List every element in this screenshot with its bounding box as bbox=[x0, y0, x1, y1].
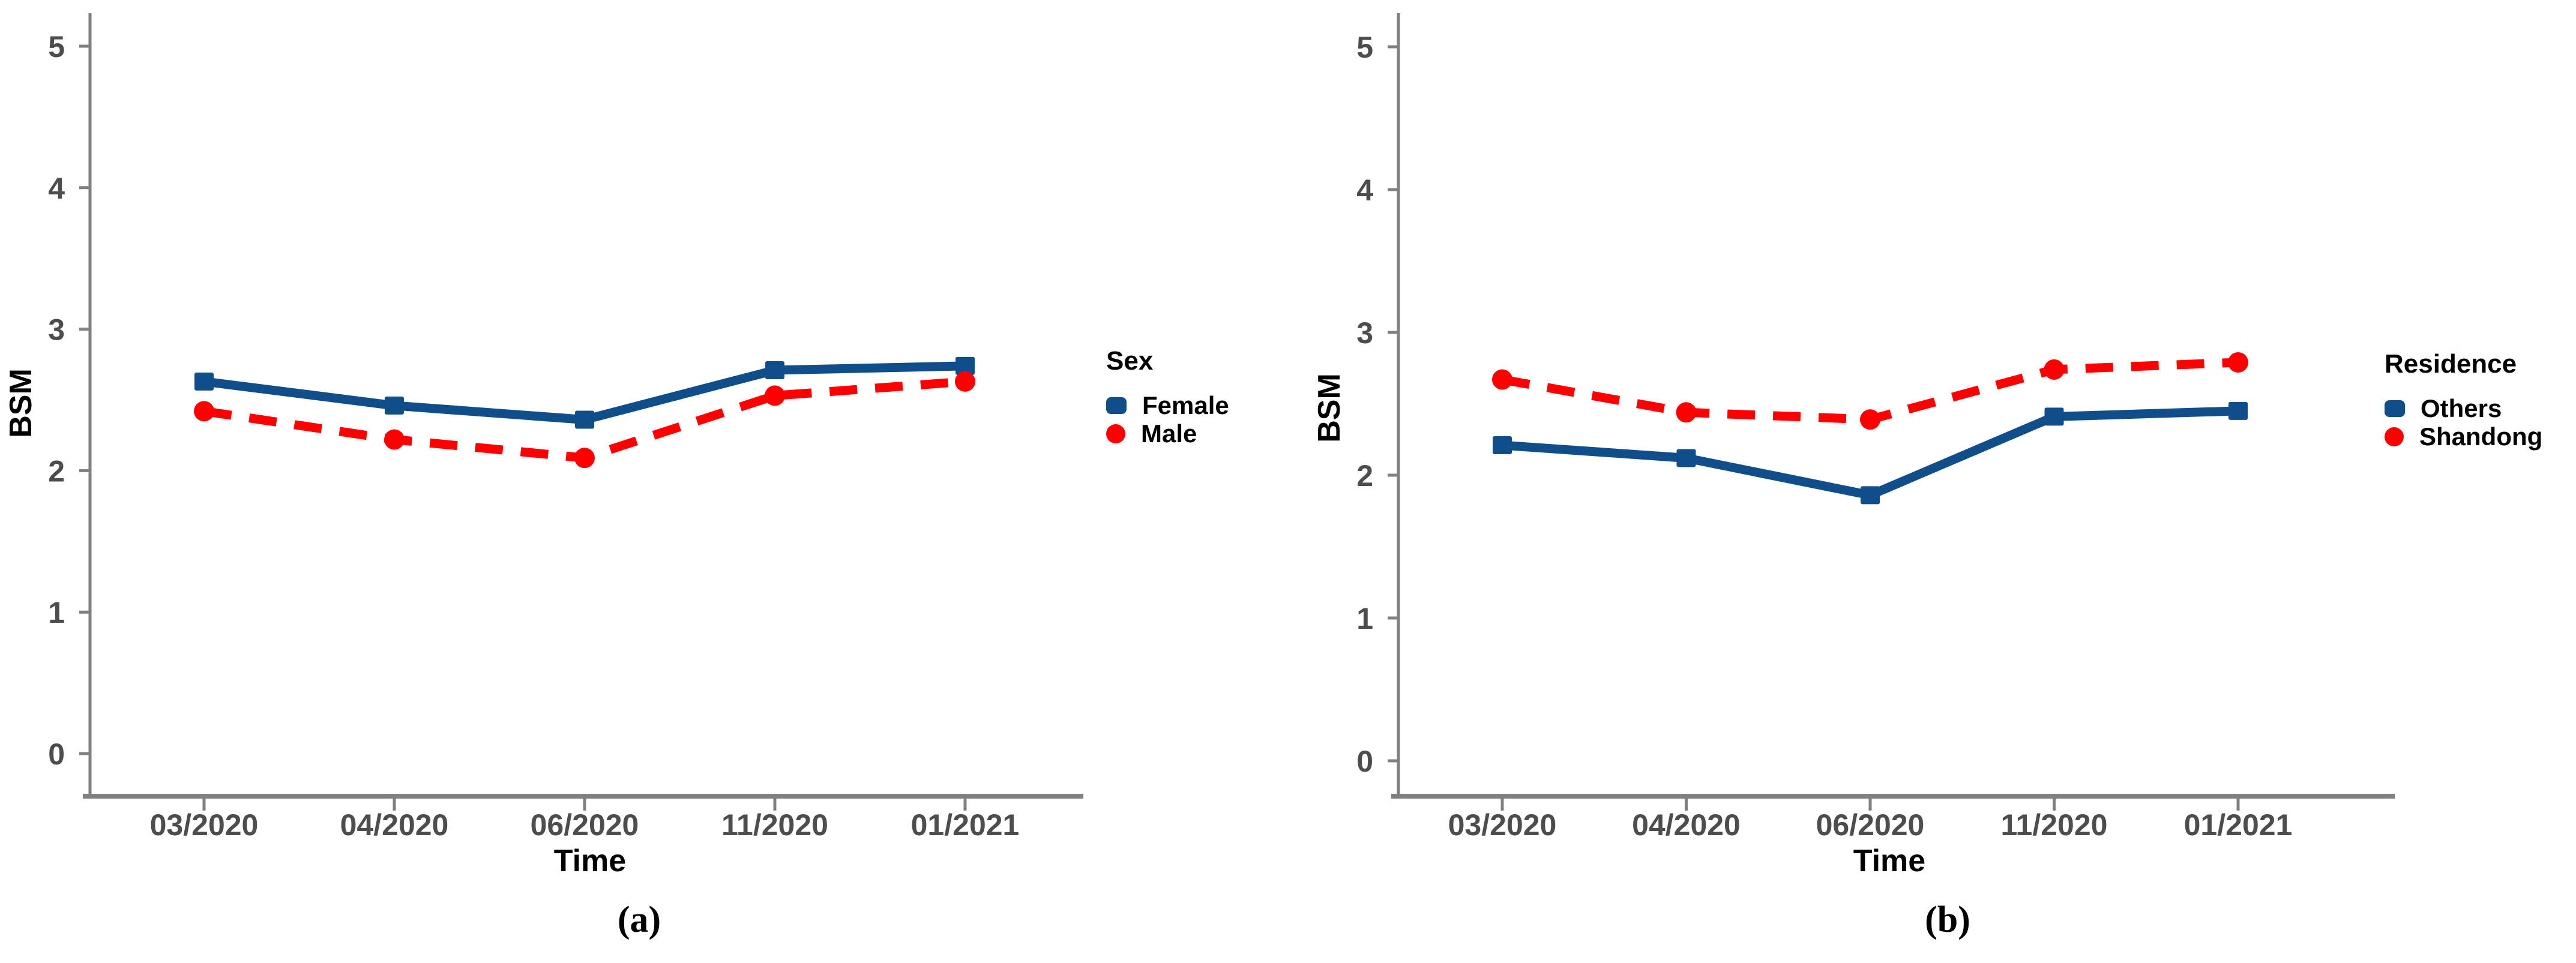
marker-square-others bbox=[1493, 436, 1512, 455]
y-tick-label-a: 0 bbox=[48, 737, 65, 771]
x-axis-title-b: Time bbox=[1853, 844, 1925, 878]
marker-circle-shandong bbox=[2228, 352, 2248, 373]
marker-square-female bbox=[765, 361, 784, 379]
y-tick-label-b: 5 bbox=[1356, 31, 1373, 64]
shandong-series-key-icon bbox=[2385, 427, 2404, 446]
y-tick-label-b: 4 bbox=[1356, 173, 1373, 207]
female-series-key-icon bbox=[1106, 397, 1127, 414]
y-tick-label-a: 2 bbox=[48, 454, 65, 488]
marker-circle-male bbox=[765, 385, 785, 406]
legend-residence: Residence Others Shandong bbox=[2385, 349, 2542, 451]
y-tick-label-a: 4 bbox=[48, 172, 65, 205]
y-tick-label-b: 0 bbox=[1356, 745, 1373, 778]
y-tick-label-b: 3 bbox=[1356, 316, 1373, 350]
marker-circle-male bbox=[194, 401, 214, 422]
x-tick-label-b: 04/2020 bbox=[1632, 808, 1741, 842]
x-tick-label-b: 03/2020 bbox=[1448, 808, 1557, 842]
legend-item-shandong: Shandong bbox=[2385, 422, 2542, 451]
marker-circle-male bbox=[574, 448, 595, 469]
marker-circle-shandong bbox=[1676, 402, 1697, 423]
marker-square-female bbox=[955, 356, 975, 375]
marker-circle-shandong bbox=[1860, 409, 1880, 430]
marker-circle-shandong bbox=[2044, 359, 2065, 380]
legend-item-male: Male bbox=[1106, 419, 1229, 448]
marker-square-female bbox=[385, 396, 404, 415]
marker-square-others bbox=[1676, 449, 1696, 467]
marker-circle-male bbox=[384, 429, 405, 450]
y-tick-label-b: 2 bbox=[1356, 459, 1373, 493]
caption-b: (b) bbox=[1925, 899, 1970, 940]
y-axis-title-b: BSM bbox=[1312, 373, 1347, 443]
legend-residence-title: Residence bbox=[2385, 349, 2517, 379]
legend-item-female: Female bbox=[1106, 391, 1229, 419]
marker-square-others bbox=[1861, 486, 1880, 505]
x-tick-label-b: 06/2020 bbox=[1816, 808, 1925, 842]
chart-panel-b: 0 1 2 3 4 5 03/2020 04/2020 06/2020 11/2020 01/202… bbox=[1312, 13, 2395, 878]
y-tick-label-a: 3 bbox=[48, 313, 65, 347]
marker-square-others bbox=[2044, 407, 2064, 426]
y-axis-title-a: BSM bbox=[4, 368, 38, 438]
x-tick-label-a: 11/2020 bbox=[721, 808, 828, 842]
y-tick-label-a: 5 bbox=[48, 30, 65, 64]
y-tick-label-b: 1 bbox=[1356, 602, 1373, 635]
legend-label-male: Male bbox=[1141, 419, 1197, 448]
x-tick-label-a: 06/2020 bbox=[531, 808, 639, 842]
x-tick-label-b: 11/2020 bbox=[2001, 808, 2108, 842]
caption-a: (a) bbox=[617, 899, 661, 940]
legend-label-female: Female bbox=[1142, 391, 1229, 419]
x-tick-label-b: 01/2021 bbox=[2184, 808, 2293, 842]
x-axis-title-a: Time bbox=[554, 844, 626, 878]
legend-sex-title: Sex bbox=[1106, 346, 1154, 376]
marker-square-others bbox=[2228, 401, 2248, 420]
x-tick-label-a: 03/2020 bbox=[150, 808, 259, 842]
legend-item-others: Others bbox=[2385, 394, 2542, 422]
marker-square-female bbox=[194, 372, 214, 391]
x-tick-label-a: 04/2020 bbox=[340, 808, 449, 842]
others-series-key-icon bbox=[2385, 400, 2405, 417]
x-tick-label-a: 01/2021 bbox=[911, 808, 1020, 842]
y-tick-label-a: 1 bbox=[48, 596, 65, 629]
legend-sex: Sex Female Male bbox=[1106, 346, 1229, 448]
legend-label-shandong: Shandong bbox=[2419, 422, 2543, 451]
male-series-key-icon bbox=[1106, 424, 1125, 443]
marker-circle-male bbox=[955, 371, 975, 392]
marker-square-female bbox=[575, 410, 594, 429]
legend-label-others: Others bbox=[2421, 394, 2502, 422]
chart-panel-a: 0 1 2 3 4 5 03/2020 04/2020 06/2020 11/2020 01/202… bbox=[4, 13, 1083, 878]
marker-circle-shandong bbox=[1492, 369, 1512, 390]
